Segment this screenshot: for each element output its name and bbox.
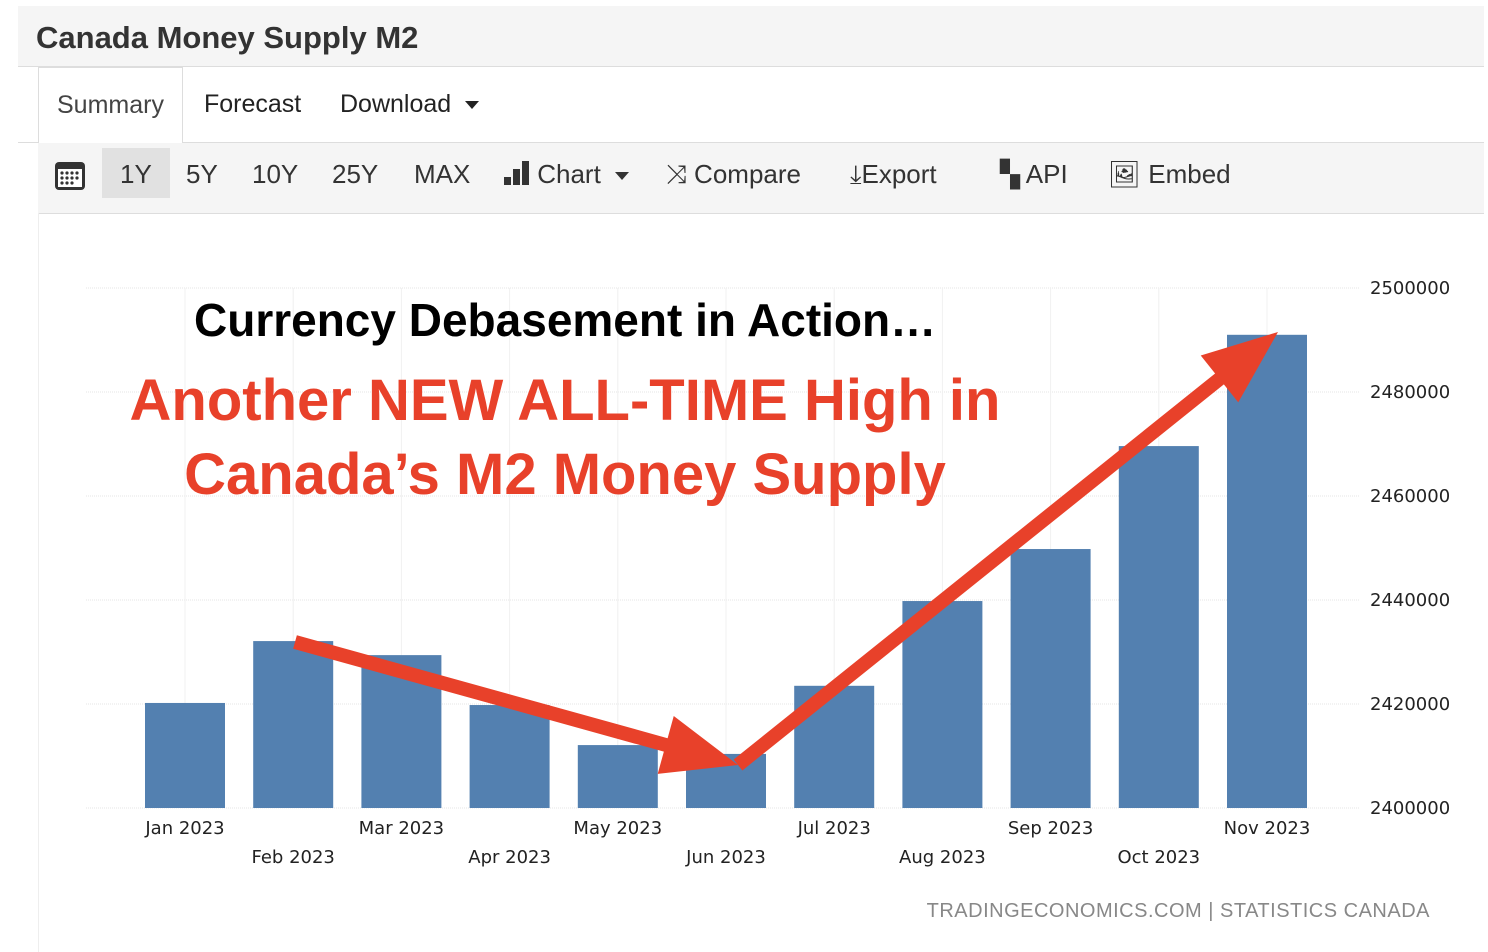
embed-label: Embed — [1148, 159, 1231, 189]
bar-aug-2023 — [902, 601, 983, 808]
tab-bar: Summary Forecast Download — [18, 67, 1484, 144]
calendar-icon[interactable] — [54, 157, 86, 207]
y-tick-label: 2480000 — [1370, 382, 1450, 403]
compare-button[interactable]: ⤨ Compare — [666, 148, 801, 198]
caret-down-icon — [614, 172, 629, 181]
annotation-line-1: Another NEW ALL-TIME High in — [129, 368, 1001, 433]
x-tick-label: Aug 2023 — [899, 847, 986, 868]
x-tick-label: Sep 2023 — [1008, 818, 1093, 839]
x-tick-label: Jul 2023 — [797, 818, 871, 839]
y-tick-label: 2440000 — [1370, 590, 1450, 611]
x-tick-label: Oct 2023 — [1117, 847, 1200, 868]
page-title: Canada Money Supply M2 — [36, 20, 419, 55]
range-25y[interactable]: 25Y — [332, 159, 379, 189]
y-tick-label: 2400000 — [1370, 798, 1450, 819]
x-tick-label: Mar 2023 — [359, 818, 445, 839]
x-tick-label: Apr 2023 — [468, 847, 551, 868]
compare-label: Compare — [694, 159, 801, 189]
x-tick-label: May 2023 — [573, 818, 662, 839]
range-max[interactable]: MAX — [414, 159, 471, 189]
caret-down-icon — [465, 101, 480, 110]
range-1y[interactable]: 1Y — [102, 148, 170, 198]
tab-download[interactable]: Download — [340, 67, 480, 142]
tab-summary[interactable]: Summary — [38, 67, 183, 144]
download-label: Download — [340, 90, 452, 118]
download-icon: ⤓ — [850, 159, 862, 189]
bar-apr-2023 — [469, 705, 550, 808]
chart-label: Chart — [537, 159, 601, 189]
annotation-headline: Currency Debasement in Action… — [194, 294, 937, 346]
bar-jan-2023 — [145, 702, 225, 808]
tab-forecast[interactable]: Forecast — [204, 90, 302, 118]
bar-feb-2023 — [253, 641, 334, 808]
x-tick-label: Feb 2023 — [251, 847, 334, 868]
down-arrow-annotation — [293, 635, 738, 774]
title-bar: Canada Money Supply M2 — [18, 6, 1484, 67]
range-5y[interactable]: 5Y — [186, 159, 218, 189]
range-10y[interactable]: 10Y — [252, 159, 299, 189]
panel-border — [38, 213, 39, 952]
x-tick-label: Jun 2023 — [685, 847, 766, 868]
export-label: Export — [861, 159, 937, 189]
image-icon: 🖼 — [1108, 159, 1142, 189]
shuffle-icon: ⤨ — [666, 159, 687, 189]
bar-may-2023 — [577, 745, 658, 808]
export-button[interactable]: ⤓Export — [850, 148, 937, 198]
y-tick-label: 2420000 — [1370, 694, 1450, 715]
annotation-subheadline: Another NEW ALL-TIME High in Canada’s M2 … — [80, 364, 1050, 512]
embed-button[interactable]: 🖼 Embed — [1108, 148, 1231, 198]
y-tick-label: 2500000 — [1370, 278, 1450, 299]
x-tick-label: Jan 2023 — [144, 818, 224, 839]
api-button[interactable]: ▚ API — [1000, 148, 1068, 198]
api-label: API — [1025, 159, 1068, 189]
y-tick-label: 2460000 — [1370, 486, 1450, 507]
api-grid-icon: ▚ — [1000, 159, 1020, 189]
x-tick-label: Nov 2023 — [1224, 818, 1311, 839]
annotation-line-2: Canada’s M2 Money Supply — [184, 442, 946, 507]
chart-toolbar: 1Y 5Y 10Y 25Y MAX Chart ⤨ Compare ⤓Expor… — [38, 143, 1484, 214]
bar-sep-2023 — [1010, 549, 1091, 808]
bar-chart-icon — [504, 161, 530, 185]
bar-nov-2023 — [1227, 334, 1307, 808]
source-credit[interactable]: TRADINGECONOMICS.COM | STATISTICS CANADA — [926, 900, 1430, 922]
chart-type-button[interactable]: Chart — [504, 148, 629, 198]
up-arrow-annotation — [733, 332, 1278, 771]
bar-oct-2023 — [1118, 446, 1199, 808]
